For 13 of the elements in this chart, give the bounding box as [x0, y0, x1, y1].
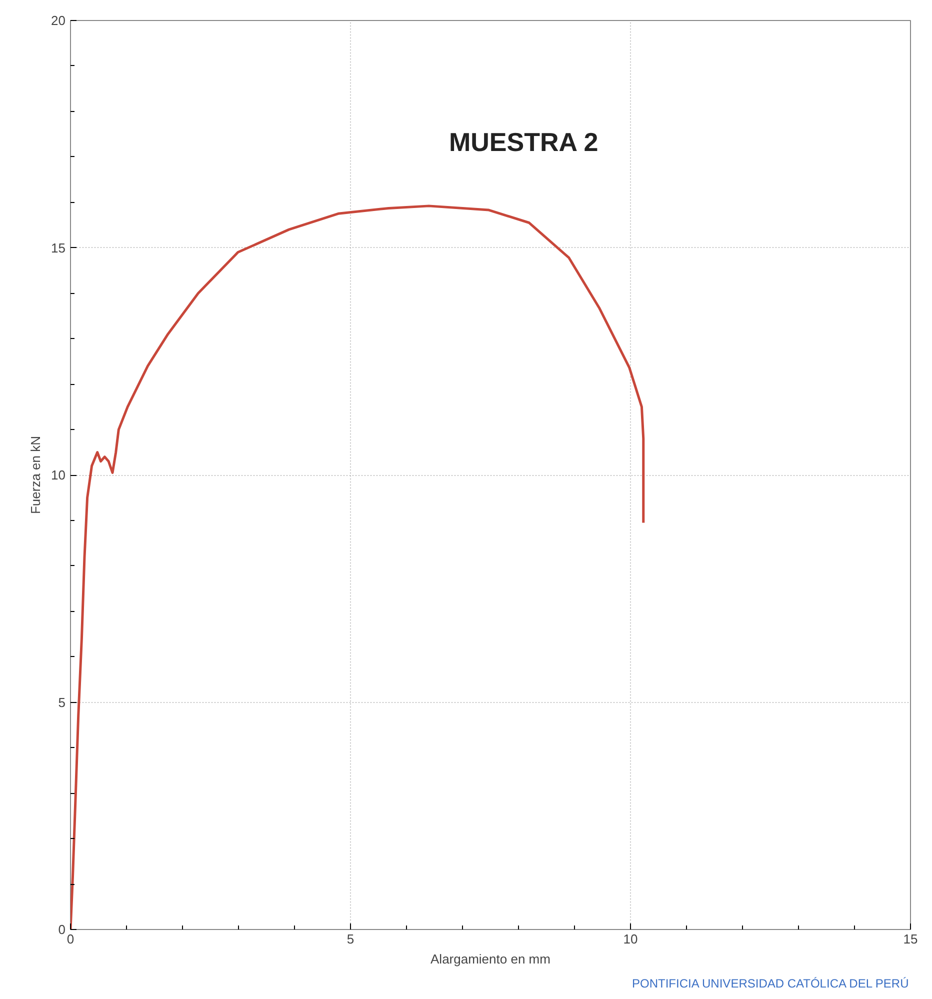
y-axis-title: Fuerza en kN — [28, 436, 44, 514]
x-tick-label: 10 — [623, 932, 638, 946]
y-tick-label: 10 — [51, 468, 66, 482]
x-tick-label: 15 — [903, 932, 918, 946]
x-tick-label: 5 — [346, 932, 354, 946]
x-axis-title: Alargamiento en mm — [430, 952, 550, 966]
text: PONTIFICIA UNIVERSIDAD CATÓLICA DEL PERÚ — [632, 976, 909, 990]
line-series — [70, 204, 645, 930]
text: MUESTRA 2 — [448, 126, 598, 157]
y-tick-label: 15 — [51, 240, 66, 256]
y-tick-label: 5 — [58, 694, 66, 710]
y-tick-label: 0 — [58, 922, 66, 937]
y-tick-label: 20 — [51, 13, 66, 28]
